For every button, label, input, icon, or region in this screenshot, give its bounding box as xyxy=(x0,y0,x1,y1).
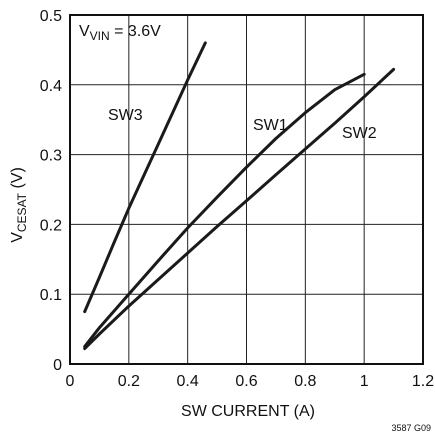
y-tick-label: 0.2 xyxy=(40,217,62,234)
tick-labels: 0 0.2 0.4 0.6 0.8 1 1.2 0 0.1 0.2 0.3 0.4 0.5 xyxy=(40,8,434,390)
y-axis-title-suffix: (V) xyxy=(9,167,26,193)
vin-annotation-main: V xyxy=(79,23,90,40)
x-tick-label: 1.2 xyxy=(412,373,434,390)
vin-annotation-suffix: = 3.6V xyxy=(110,23,161,40)
figure-code: 3587 G09 xyxy=(391,423,431,433)
y-tick-label: 0 xyxy=(53,357,62,374)
series-line-sw1 xyxy=(83,72,366,349)
y-axis-title-sub: CESAT xyxy=(15,192,29,232)
series-line-sw3 xyxy=(83,41,207,314)
y-tick-label: 0.5 xyxy=(40,8,62,25)
x-tick-label: 1 xyxy=(360,373,369,390)
x-axis-title: SW CURRENT (A) xyxy=(181,403,315,420)
x-tick-label: 0.4 xyxy=(177,373,199,390)
y-tick-label: 0.3 xyxy=(40,148,62,165)
x-tick-label: 0.8 xyxy=(294,373,316,390)
x-tick-label: 0.2 xyxy=(118,373,140,390)
curve-layer xyxy=(83,41,396,351)
y-axis-title-main: V xyxy=(9,232,26,243)
vin-annotation: VVIN = 3.6V xyxy=(79,23,161,43)
y-tick-label: 0.4 xyxy=(40,78,62,95)
x-tick-label: 0.6 xyxy=(235,373,257,390)
plot-frame xyxy=(69,14,424,365)
series-label-sw1: SW1 xyxy=(253,117,288,134)
series-label-sw3: SW3 xyxy=(108,107,143,124)
series-label-sw2: SW2 xyxy=(342,125,377,142)
vin-annotation-sub: VIN xyxy=(90,29,110,43)
x-tick-label: 0 xyxy=(66,373,75,390)
y-tick-label: 0.1 xyxy=(40,287,62,304)
series-line-sw2 xyxy=(83,67,396,351)
y-axis-title: VCESAT (V) xyxy=(9,167,29,243)
